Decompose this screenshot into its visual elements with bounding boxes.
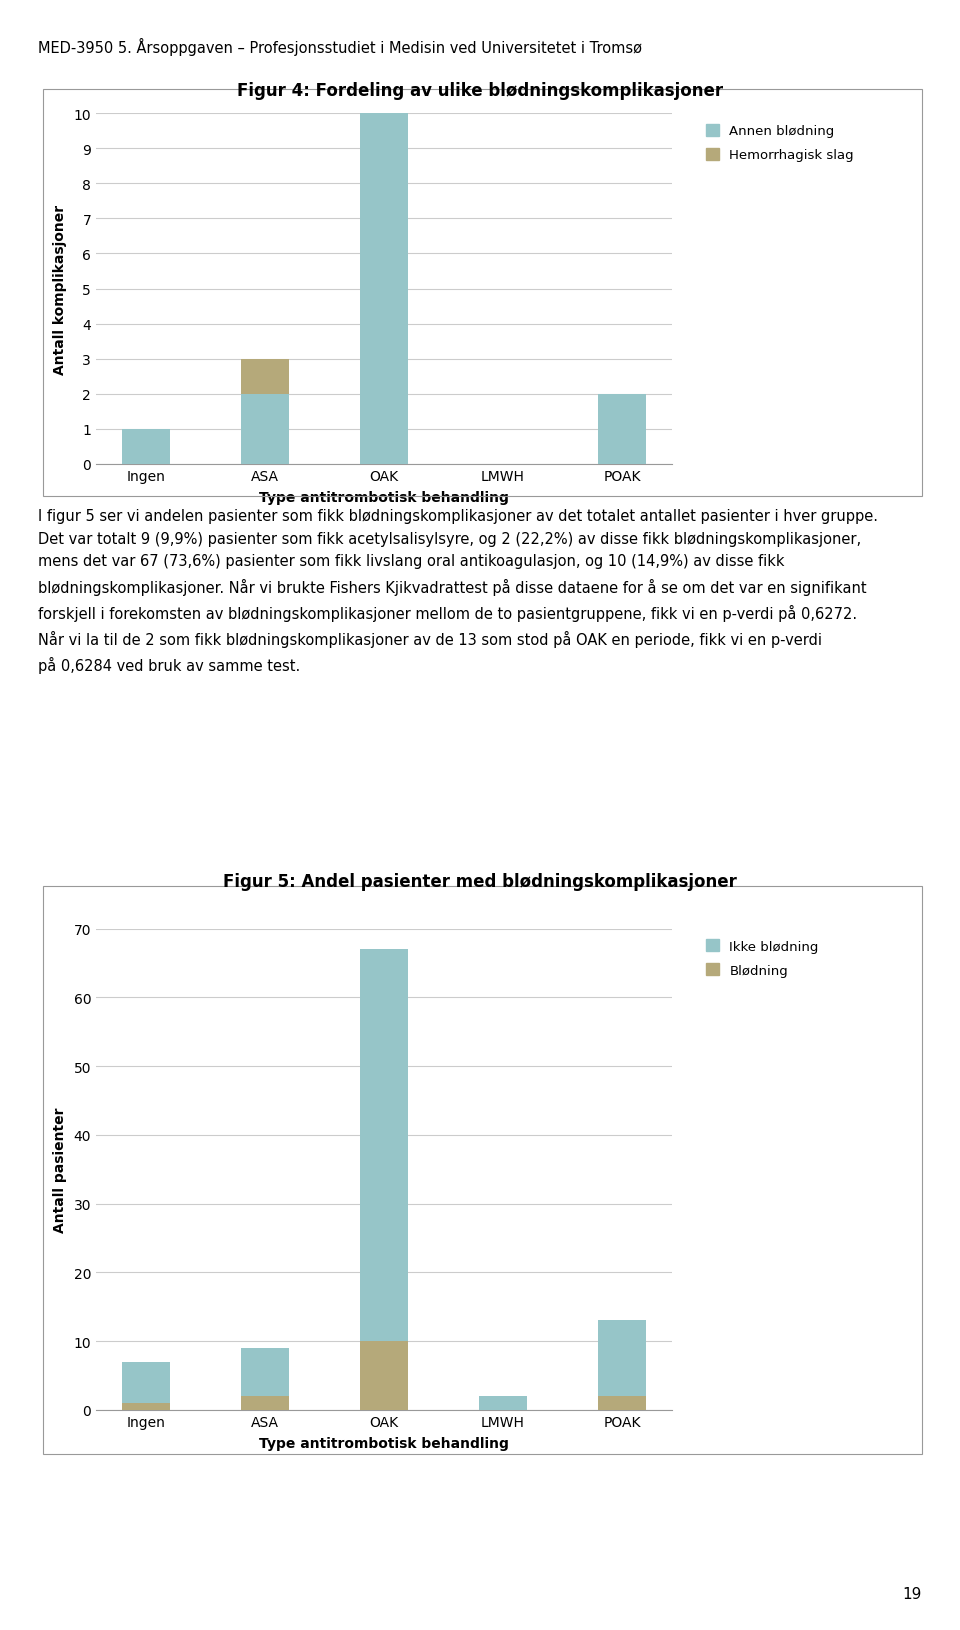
Y-axis label: Antall komplikasjoner: Antall komplikasjoner [53, 204, 66, 375]
Bar [598, 1397, 646, 1410]
X-axis label: Type antitrombotisk behandling: Type antitrombotisk behandling [259, 491, 509, 504]
Bar [360, 1341, 408, 1410]
Legend: Ikke blødning, Blødning: Ikke blødning, Blødning [702, 936, 823, 981]
Bar [241, 1348, 289, 1410]
Bar [360, 950, 408, 1410]
Bar [598, 1320, 646, 1410]
Bar [479, 1397, 527, 1410]
Bar [122, 1403, 170, 1410]
Text: Figur 5: Andel pasienter med blødningskomplikasjoner: Figur 5: Andel pasienter med blødningsko… [223, 872, 737, 890]
Text: I figur 5 ser vi andelen pasienter som fikk blødningskomplikasjoner av det total: I figur 5 ser vi andelen pasienter som f… [38, 509, 878, 673]
Bar [598, 394, 646, 465]
Bar [241, 1397, 289, 1410]
Bar [241, 360, 289, 394]
Bar [122, 430, 170, 465]
Text: MED-3950 5. Årsoppgaven – Profesjonsstudiet i Medisin ved Universitetet i Tromsø: MED-3950 5. Årsoppgaven – Profesjonsstud… [38, 37, 642, 55]
X-axis label: Type antitrombotisk behandling: Type antitrombotisk behandling [259, 1436, 509, 1449]
Text: 19: 19 [902, 1586, 922, 1601]
Text: Figur 4: Fordeling av ulike blødningskomplikasjoner: Figur 4: Fordeling av ulike blødningskom… [237, 82, 723, 99]
Y-axis label: Antall pasienter: Antall pasienter [53, 1107, 66, 1232]
Legend: Annen blødning, Hemorrhagisk slag: Annen blødning, Hemorrhagisk slag [702, 121, 858, 166]
Bar [360, 10, 408, 114]
Bar [122, 1363, 170, 1410]
Bar [241, 394, 289, 465]
Bar [360, 114, 408, 465]
